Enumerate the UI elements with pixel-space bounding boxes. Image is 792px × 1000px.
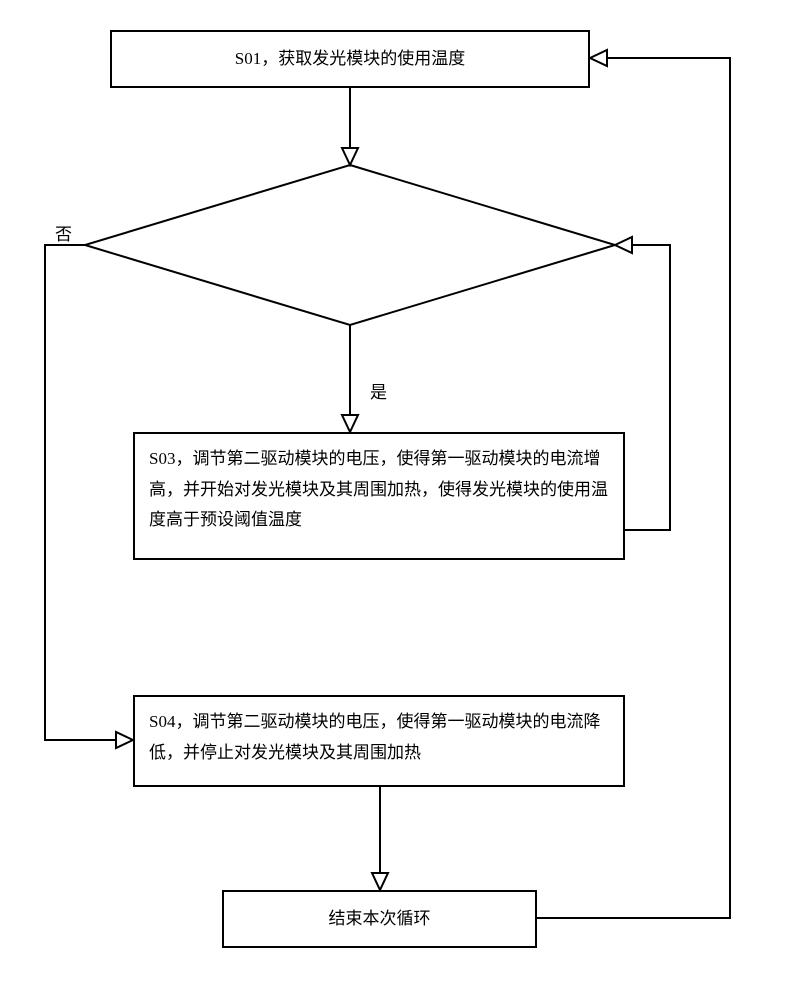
node-s01-text: S01，获取发光模块的使用温度: [221, 34, 479, 85]
edge-label-no: 否: [55, 220, 72, 245]
node-s04: S04，调节第二驱动模块的电压，使得第一驱动模块的电流降低，并停止对发光模块及其…: [133, 695, 625, 787]
edge-s02-s04-arrow: [116, 732, 133, 748]
node-end-text: 结束本次循环: [315, 894, 445, 945]
edge-s02-s03-arrow: [342, 415, 358, 432]
node-s02-text: S02，判断使用温度是否低于预设阈值温度: [160, 236, 540, 256]
node-s03: S03，调节第二驱动模块的电压，使得第一驱动模块的电流增高，并开始对发光模块及其…: [133, 432, 625, 560]
node-s04-text: S04，调节第二驱动模块的电压，使得第一驱动模块的电流降低，并停止对发光模块及其…: [135, 697, 623, 778]
edge-s02-s04-line: [45, 245, 116, 740]
edge-s03-s02-arrow: [615, 237, 632, 253]
edge-label-yes: 是: [370, 378, 387, 403]
edge-end-s01-arrow: [590, 50, 607, 66]
node-end: 结束本次循环: [222, 890, 537, 948]
edge-s03-s02-line: [625, 245, 670, 530]
node-s03-text: S03，调节第二驱动模块的电压，使得第一驱动模块的电流增高，并开始对发光模块及其…: [135, 434, 623, 546]
node-s01: S01，获取发光模块的使用温度: [110, 30, 590, 88]
edge-s01-s02-arrow: [342, 148, 358, 165]
edge-s04-end-arrow: [372, 873, 388, 890]
